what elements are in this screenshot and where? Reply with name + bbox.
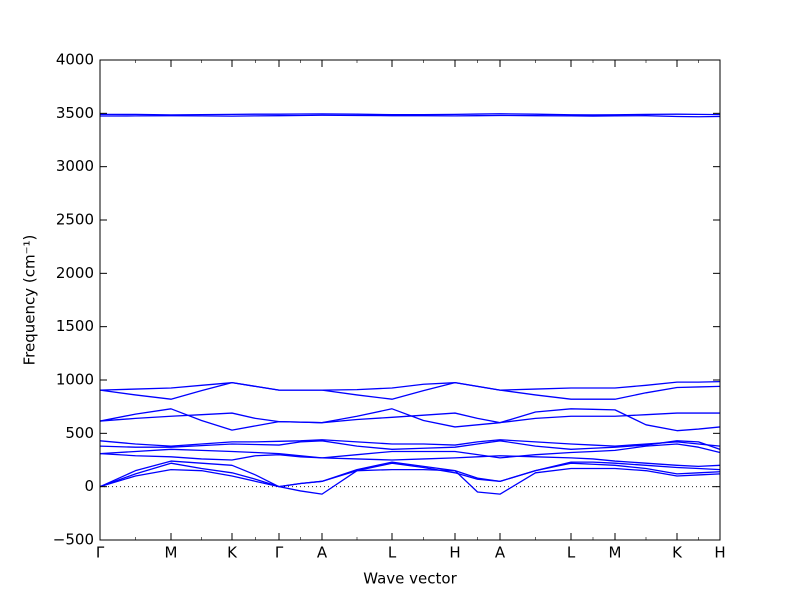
y-axis-label: Frequency (cm⁻¹) [21, 235, 39, 366]
band-line [99, 467, 721, 495]
band-line [99, 460, 721, 488]
x-tick-label: M [165, 544, 178, 562]
y-tick-label: 2500 [56, 211, 94, 229]
x-tick-label: L [567, 544, 576, 562]
band-line [99, 412, 720, 424]
band-line [99, 114, 721, 118]
band-line [100, 113, 721, 116]
x-tick-label: L [388, 544, 397, 562]
y-tick-label: 1000 [56, 371, 94, 389]
y-tick-label: 4000 [56, 51, 94, 69]
y-tick-label: 1500 [56, 317, 94, 335]
band-line [99, 408, 721, 432]
plot-frame [99, 59, 721, 541]
y-tick-label: 3000 [56, 157, 94, 175]
y-tick-label: 500 [65, 424, 94, 442]
y-tick-label: 2000 [56, 264, 94, 282]
x-tick-label: H [714, 544, 725, 562]
x-tick-label: H [449, 544, 460, 562]
band-line [99, 380, 721, 391]
band-line [99, 462, 721, 488]
x-tick-label: A [495, 544, 506, 562]
x-tick-label: Γ [96, 544, 105, 562]
x-tick-label: M [609, 544, 622, 562]
y-tick-label: 3500 [56, 104, 94, 122]
y-tick-label: 0 [84, 477, 94, 495]
x-axis-label: Wave vector [363, 570, 457, 588]
band-line [99, 452, 721, 468]
x-tick-label: K [672, 544, 683, 562]
band-line [99, 440, 721, 450]
y-tick-label: −500 [53, 531, 94, 549]
x-tick-label: K [227, 544, 238, 562]
x-tick-label: A [317, 544, 328, 562]
band-line [99, 382, 721, 400]
band-line [99, 443, 721, 459]
x-tick-label: Γ [275, 544, 284, 562]
band-line [99, 439, 721, 447]
